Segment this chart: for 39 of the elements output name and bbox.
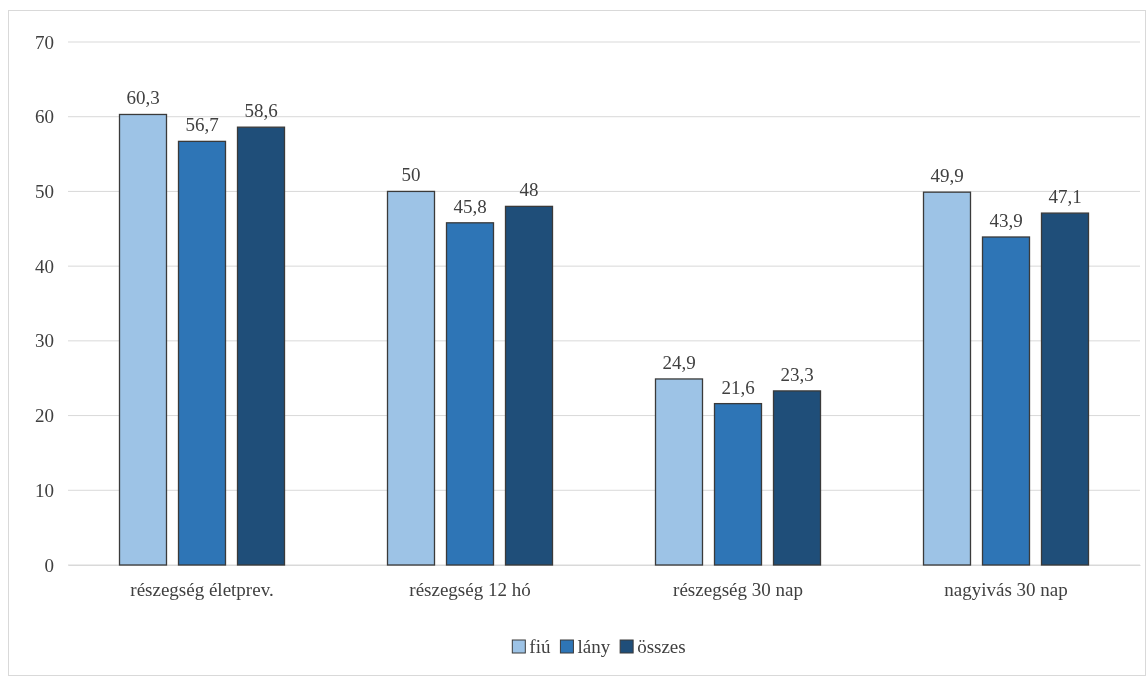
bar (445, 222, 495, 566)
legend-label: összes (637, 636, 686, 657)
x-tick-label: részegség 30 nap (673, 579, 803, 601)
y-tick-label: 10 (35, 479, 54, 501)
bar (504, 205, 554, 566)
data-label: 24,9 (662, 351, 696, 373)
x-tick-label: részegség életprev. (130, 579, 274, 601)
legend-label: fiú (529, 636, 551, 657)
y-tick-label: 60 (35, 106, 54, 128)
bar (922, 191, 972, 566)
bar (386, 190, 436, 566)
bar (713, 402, 763, 566)
y-tick-label: 50 (35, 181, 54, 203)
bar (772, 390, 822, 566)
data-label: 47,1 (1048, 186, 1082, 208)
bar (981, 236, 1031, 566)
data-label: 58,6 (244, 100, 278, 122)
bar (654, 378, 704, 566)
bar (236, 126, 286, 566)
bar (118, 113, 168, 566)
y-tick-label: 30 (35, 330, 54, 352)
data-label: 43,9 (989, 210, 1023, 231)
y-tick-label: 0 (44, 554, 54, 576)
legend-label: lány (577, 636, 611, 657)
data-label: 45,8 (453, 195, 487, 217)
y-tick-label: 40 (35, 255, 54, 277)
x-tick-label: részegség 12 hó (409, 579, 531, 601)
bar (1040, 212, 1090, 566)
data-label: 56,7 (185, 114, 219, 136)
y-tick-label: 20 (35, 405, 54, 427)
bar (177, 140, 227, 566)
data-label: 60,3 (126, 87, 160, 109)
y-tick-label: 70 (35, 31, 54, 53)
data-label: 21,6 (721, 376, 755, 398)
data-label: 48 (519, 179, 539, 201)
data-label: 23,3 (780, 363, 814, 385)
data-label: 49,9 (930, 165, 964, 187)
x-tick-label: nagyivás 30 nap (944, 579, 1068, 601)
data-label: 50 (401, 164, 421, 186)
